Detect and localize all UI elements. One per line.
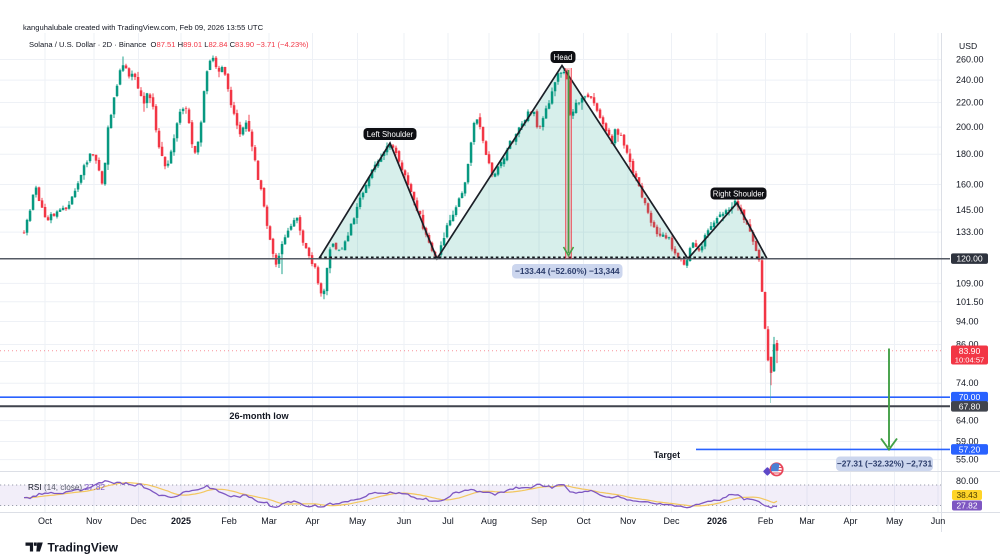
- svg-text:Jul: Jul: [442, 516, 454, 526]
- svg-text:Dec: Dec: [663, 516, 680, 526]
- svg-text:80.00: 80.00: [956, 476, 979, 486]
- svg-text:May: May: [349, 516, 367, 526]
- svg-text:64.00: 64.00: [956, 416, 979, 426]
- svg-text:Mar: Mar: [799, 516, 815, 526]
- svg-text:Sep: Sep: [531, 516, 547, 526]
- svg-text:10:04:57: 10:04:57: [955, 356, 985, 365]
- svg-text:70.00: 70.00: [959, 392, 981, 402]
- svg-text:145.00: 145.00: [956, 205, 984, 215]
- svg-text:160.00: 160.00: [956, 180, 984, 190]
- svg-text:133.00: 133.00: [956, 227, 984, 237]
- svg-text:240.00: 240.00: [956, 75, 984, 85]
- svg-text:Head: Head: [554, 53, 573, 62]
- svg-text:TradingView: TradingView: [48, 541, 119, 555]
- svg-text:74.00: 74.00: [956, 378, 979, 388]
- svg-text:86.00: 86.00: [956, 340, 979, 350]
- svg-text:Feb: Feb: [221, 516, 237, 526]
- svg-text:Mar: Mar: [261, 516, 277, 526]
- svg-text:−133.44 (−52.60%) −13,344: −133.44 (−52.60%) −13,344: [515, 266, 620, 276]
- svg-text:Nov: Nov: [620, 516, 637, 526]
- svg-text:38.43: 38.43: [957, 490, 978, 500]
- svg-text:220.00: 220.00: [956, 98, 984, 108]
- svg-text:Nov: Nov: [86, 516, 103, 526]
- svg-text:200.00: 200.00: [956, 122, 984, 132]
- svg-text:May: May: [886, 516, 904, 526]
- svg-text:26-month low: 26-month low: [229, 411, 289, 421]
- svg-text:94.00: 94.00: [956, 317, 979, 327]
- svg-text:180.00: 180.00: [956, 149, 984, 159]
- svg-text:Right Shoulder: Right Shoulder: [713, 189, 765, 198]
- svg-text:Apr: Apr: [305, 516, 319, 526]
- svg-text:27.82: 27.82: [957, 501, 978, 511]
- svg-text:59.00: 59.00: [956, 437, 979, 447]
- svg-text:RSI (14, close) 27.82: RSI (14, close) 27.82: [28, 483, 105, 492]
- svg-text:Jun: Jun: [931, 516, 946, 526]
- svg-text:260.00: 260.00: [956, 55, 984, 65]
- svg-text:Dec: Dec: [130, 516, 147, 526]
- svg-text:83.90: 83.90: [959, 346, 981, 356]
- svg-text:Oct: Oct: [38, 516, 53, 526]
- svg-text:57.20: 57.20: [959, 444, 981, 454]
- svg-text:Left Shoulder: Left Shoulder: [367, 130, 414, 139]
- svg-text:Apr: Apr: [843, 516, 857, 526]
- svg-text:Jun: Jun: [397, 516, 412, 526]
- svg-text:2026: 2026: [707, 516, 727, 526]
- svg-text:Target: Target: [654, 450, 680, 460]
- svg-text:−27.31 (−32.32%) −2,731: −27.31 (−32.32%) −2,731: [837, 459, 933, 469]
- svg-text:USD: USD: [959, 41, 977, 51]
- svg-text:Feb: Feb: [758, 516, 774, 526]
- svg-text:101.50: 101.50: [956, 297, 984, 307]
- svg-text:55.00: 55.00: [956, 455, 979, 465]
- svg-text:Oct: Oct: [576, 516, 591, 526]
- svg-text:Aug: Aug: [481, 516, 497, 526]
- svg-text:2025: 2025: [171, 516, 191, 526]
- svg-text:120.00: 120.00: [956, 254, 983, 264]
- svg-text:67.80: 67.80: [959, 401, 981, 411]
- svg-text:109.00: 109.00: [956, 278, 984, 288]
